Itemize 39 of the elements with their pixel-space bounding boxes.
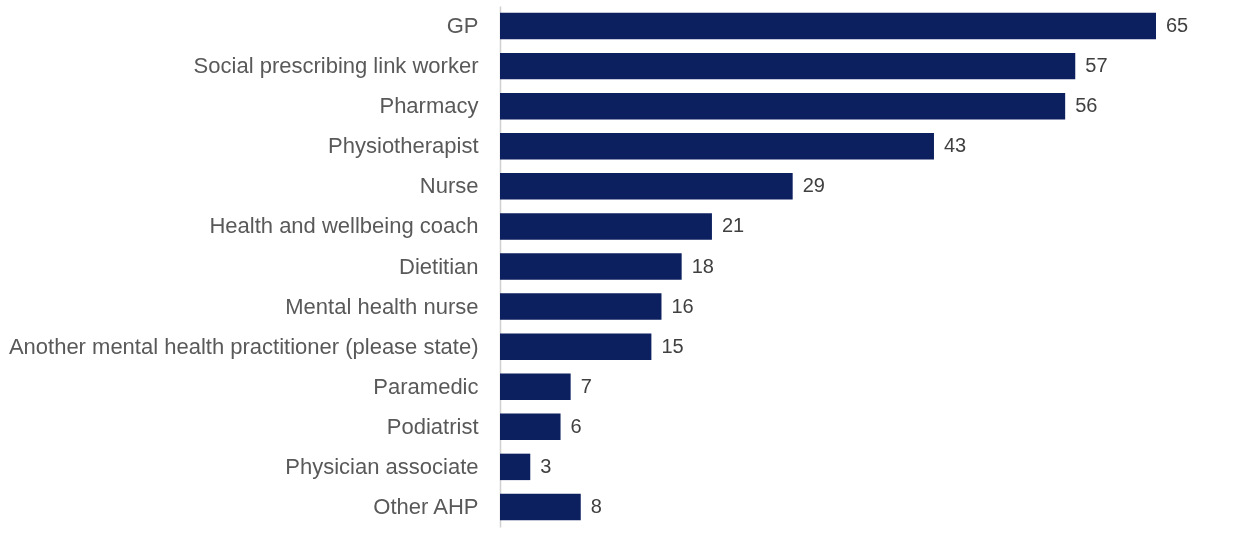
bar	[500, 373, 571, 400]
bar	[500, 413, 561, 441]
bar	[500, 293, 662, 320]
y-tick-label: GP	[446, 13, 479, 39]
bar	[500, 453, 531, 481]
bar	[500, 133, 934, 160]
data-label: 3	[540, 454, 552, 477]
y-tick-label: Podiatrist	[386, 413, 479, 439]
bar	[500, 253, 682, 280]
y-tick-label: Mental health nurse	[285, 293, 479, 319]
y-tick-label: Physiotherapist	[328, 133, 479, 159]
data-label: 16	[671, 294, 694, 317]
y-tick-label: Another mental health practitioner (please state)	[8, 333, 479, 359]
data-label: 56	[1075, 94, 1098, 117]
bar	[500, 173, 793, 200]
bar	[500, 493, 581, 521]
data-label: 43	[943, 134, 967, 157]
data-label: 15	[661, 334, 684, 357]
data-label: 8	[590, 494, 602, 517]
y-tick-label: Pharmacy	[379, 93, 479, 119]
y-tick-label: Health and wellbeing coach	[209, 213, 479, 239]
y-tick-label: Dietitian	[399, 253, 479, 279]
y-tick-label: Physician associate	[285, 453, 479, 479]
data-label: 57	[1085, 54, 1108, 77]
y-tick-label: Social prescribing link worker	[193, 53, 479, 79]
y-tick-label: Paramedic	[373, 373, 479, 399]
data-label: 18	[691, 254, 714, 277]
y-tick-label: Other AHP	[373, 493, 479, 519]
bar	[500, 92, 1066, 120]
bar	[500, 333, 652, 360]
bar	[500, 12, 1156, 40]
bar	[500, 52, 1076, 80]
data-label: 7	[580, 374, 592, 397]
data-label: 29	[802, 174, 825, 197]
data-label: 21	[721, 214, 745, 237]
data-label: 65	[1166, 14, 1189, 37]
data-label: 6	[570, 414, 582, 437]
y-tick-label: Nurse	[419, 173, 479, 199]
bar	[500, 213, 712, 240]
